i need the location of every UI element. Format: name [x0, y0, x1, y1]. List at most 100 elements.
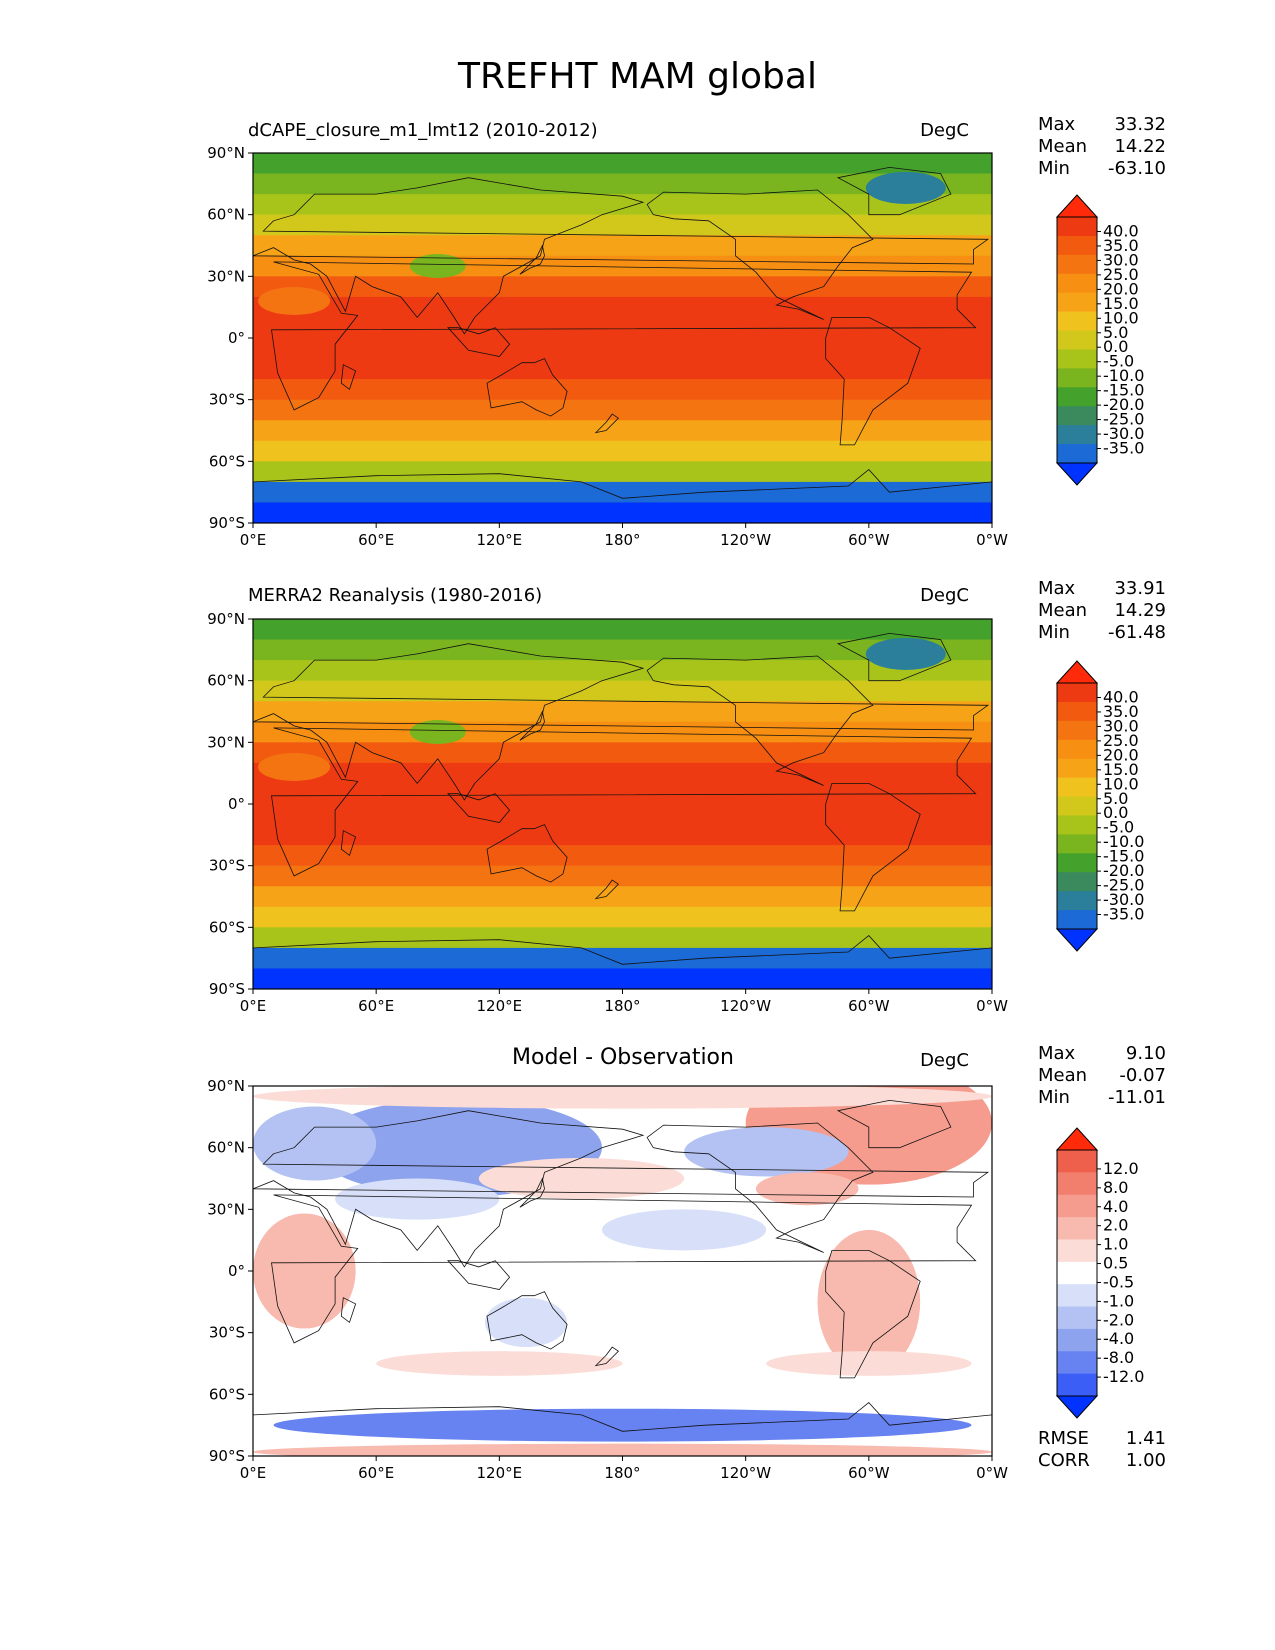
lat-tick-label: 90°N	[207, 144, 245, 162]
panel-3-stat-rmse: RMSE 1.41	[1038, 1428, 1166, 1450]
stat-label: Max	[1038, 578, 1076, 599]
temperature-band	[253, 492, 992, 503]
temperature-band	[253, 204, 992, 216]
lat-tick-label: 30°N	[207, 1200, 245, 1218]
colorbar-tick-label: -25.0	[1103, 410, 1144, 429]
colorbar-tick-label: -1.0	[1103, 1291, 1134, 1310]
colorbar-extend-max	[1055, 1127, 1099, 1151]
difference-patch	[766, 1351, 972, 1376]
colorbar-tick-label: 12.0	[1103, 1159, 1139, 1178]
temperature-band	[253, 502, 992, 514]
difference-patch	[601, 1209, 767, 1251]
temperature-band	[253, 245, 992, 257]
difference-patch	[335, 1178, 500, 1220]
colorbar-tick-label: -30.0	[1103, 424, 1144, 443]
colorbar-tick-label: -10.0	[1103, 366, 1144, 385]
panel-3-stat-mean: Mean -0.07	[1038, 1065, 1166, 1087]
temperature-band	[253, 649, 992, 661]
colorbar-frame	[1056, 1149, 1098, 1397]
panel-1-stat-max: Max 33.32	[1038, 114, 1166, 136]
temperature-band	[253, 214, 992, 226]
lon-tick-label: 180°	[604, 997, 640, 1015]
coastline-europe-asia	[253, 1110, 990, 1268]
temperature-band	[253, 481, 992, 493]
coastline-north-america	[646, 189, 874, 320]
lat-tick-label: 90°N	[207, 610, 245, 628]
stat-value: 1.00	[1125, 1450, 1166, 1471]
lon-tick-label: 60°W	[848, 997, 890, 1015]
coastline-europe-asia	[253, 177, 990, 335]
difference-patch	[755, 1172, 859, 1206]
temperature-band	[253, 978, 992, 989]
coastline-antarctica	[253, 469, 992, 523]
coastline-antarctica	[253, 1402, 992, 1456]
temperature-band	[253, 670, 992, 682]
coastline-japan	[519, 710, 545, 741]
temperature-band	[253, 824, 992, 836]
temperature-band	[253, 430, 992, 442]
coastline-europe-asia	[253, 643, 990, 801]
difference-patch	[253, 1106, 377, 1181]
colorbar-tick-label: -15.0	[1103, 381, 1144, 400]
colorbar-segment	[1057, 834, 1097, 854]
lon-tick-label: 60°E	[358, 997, 394, 1015]
colorbar-segment	[1057, 387, 1097, 407]
coastline-north-america	[646, 1122, 874, 1253]
colorbar-segment	[1057, 273, 1097, 294]
colorbar-3: 12.08.04.02.01.00.5-0.5-1.0-2.0-4.0-8.0-…	[1055, 1127, 1144, 1419]
coastline-africa	[271, 1194, 977, 1344]
panel-1-units: DegC	[920, 120, 969, 141]
stat-value: 33.32	[1114, 114, 1166, 135]
colorbar-segment	[1057, 1261, 1097, 1285]
temperature-band	[253, 420, 992, 431]
colorbar-segment	[1057, 683, 1097, 703]
temperature-band	[253, 886, 992, 897]
coastline-japan	[519, 244, 545, 275]
temperature-band	[253, 855, 992, 867]
colorbar-tick-label: -0.5	[1103, 1272, 1134, 1291]
difference-patch	[684, 1127, 849, 1177]
coastline-africa	[271, 261, 977, 411]
stat-label: Mean	[1038, 600, 1088, 621]
lat-tick-label: 60°N	[207, 672, 245, 690]
temperature-band	[253, 958, 992, 969]
lat-tick-label: 90°S	[209, 1447, 245, 1465]
coastline-madagascar	[340, 364, 357, 391]
lat-tick-label: 30°S	[209, 1324, 245, 1342]
colorbar-tick-label: -5.0	[1103, 818, 1134, 837]
colorbar-segment	[1057, 1150, 1097, 1173]
lat-tick-label: 60°S	[209, 918, 245, 936]
temperature-band	[253, 317, 992, 329]
colorbar-tick-label: 0.5	[1103, 1254, 1128, 1273]
colorbar-tick-label: 25.0	[1103, 731, 1139, 750]
panel-3-stat-min: Min -11.01	[1038, 1087, 1166, 1109]
difference-patch	[253, 1443, 992, 1456]
colorbar-segment	[1057, 217, 1097, 237]
coastline-southeast-asia-islands	[447, 327, 511, 357]
colorbar-tick-label: -4.0	[1103, 1329, 1134, 1348]
colorbar-2: 40.035.030.025.020.015.010.05.00.0-5.0-1…	[1055, 660, 1144, 952]
colorbar-segment	[1057, 444, 1097, 464]
colorbar-extend-max	[1055, 660, 1099, 684]
lat-tick-label: 90°S	[209, 514, 245, 532]
colorbar-segment	[1057, 349, 1097, 369]
temperature-band	[253, 906, 992, 918]
coastline-new-zealand	[594, 1346, 620, 1367]
greenland-cold-patch	[865, 637, 946, 670]
colorbar-tick-label: 35.0	[1103, 702, 1139, 721]
colorbar-extend-min	[1055, 1395, 1099, 1419]
lon-tick-label: 120°E	[477, 531, 523, 549]
temperature-band	[253, 348, 992, 360]
temperature-band	[253, 742, 992, 754]
temperature-band	[253, 865, 992, 877]
temperature-band	[253, 917, 992, 928]
lat-tick-label: 90°N	[207, 1077, 245, 1095]
colorbar-tick-label: 40.0	[1103, 221, 1139, 240]
temperature-band	[253, 773, 992, 784]
temperature-band	[253, 276, 992, 288]
temperature-band	[253, 896, 992, 908]
colorbar-tick-label: 8.0	[1103, 1178, 1128, 1197]
colorbar-tick-label: -5.0	[1103, 352, 1134, 371]
colorbar-tick-label: 2.0	[1103, 1216, 1128, 1235]
